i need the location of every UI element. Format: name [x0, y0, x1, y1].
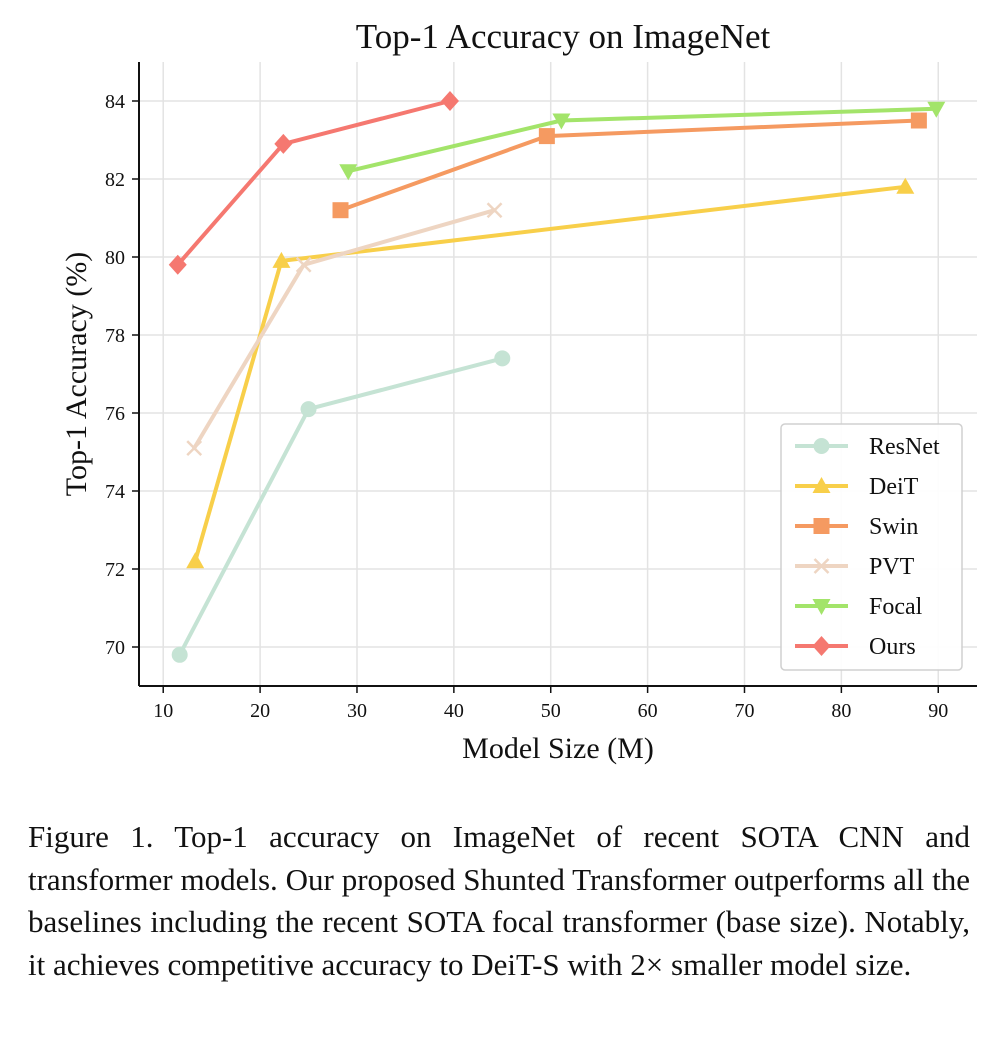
deit-point: [186, 552, 205, 569]
legend-item-ours: Ours: [795, 634, 916, 660]
x-tick-label: 60: [638, 700, 658, 722]
y-tick-label: 80: [105, 247, 125, 269]
figure-caption: Figure 1. Top-1 accuracy on ImageNet of …: [28, 819, 970, 982]
legend-item-resnet: ResNet: [795, 434, 940, 460]
deit-point: [272, 251, 291, 268]
pvt-point: [295, 256, 312, 273]
series-focal: [339, 101, 946, 181]
y-tick-label: 74: [105, 481, 125, 503]
legend-marker: [813, 518, 830, 534]
y-tick-label: 82: [105, 169, 125, 191]
focal-point: [552, 113, 571, 130]
legend-marker: [812, 599, 831, 615]
y-tick-label: 84: [105, 91, 125, 113]
data-series: [168, 91, 946, 663]
ours-line: [175, 99, 452, 267]
legend-label: ResNet: [869, 434, 940, 460]
swin-point: [538, 128, 555, 145]
focal-line: [346, 106, 939, 174]
accuracy-chart: Top-1 Accuracy on ImageNet 10 20 30 40 50 60 7…: [60, 17, 977, 765]
x-axis-label: Model Size (M): [462, 732, 654, 765]
y-tick-label: 76: [105, 403, 125, 425]
pvt-point: [486, 202, 503, 219]
x-tick-label: 80: [831, 700, 851, 722]
x-tick-label: 10: [153, 700, 173, 722]
series-pvt: [186, 202, 503, 456]
legend-item-deit: DeiT: [795, 474, 919, 500]
resnet-point: [300, 401, 317, 418]
resnet-point: [494, 350, 511, 367]
legend-label: PVT: [869, 554, 915, 580]
y-tick-label: 72: [105, 559, 125, 581]
swin-point: [332, 202, 349, 219]
legend-marker: [812, 636, 831, 656]
y-tick-label: 70: [105, 637, 125, 659]
legend-marker: [813, 438, 830, 454]
focal-point: [927, 101, 946, 118]
legend-label: Ours: [869, 634, 916, 660]
ours-point: [168, 254, 187, 275]
swin-point: [910, 112, 927, 129]
legend-label: Focal: [869, 594, 923, 620]
series-deit: [186, 177, 915, 569]
x-tick-label: 70: [734, 700, 754, 722]
focal-point: [339, 164, 358, 181]
series-resnet: [171, 350, 511, 663]
legend-label: Swin: [869, 514, 918, 540]
y-tick-label: 78: [105, 325, 125, 347]
pvt-point: [186, 440, 203, 456]
ours-point: [274, 133, 293, 154]
x-tick-label: 20: [250, 700, 270, 722]
legend-item-focal: Focal: [795, 594, 923, 620]
resnet-point: [171, 646, 188, 663]
ours-point: [440, 91, 459, 111]
x-tick-label: 90: [928, 700, 948, 722]
x-tick-label: 40: [444, 700, 464, 722]
x-tick-label: 30: [347, 700, 367, 722]
legend: ResNet DeiT Swin PVT Focal Ours: [780, 423, 963, 671]
y-axis-label: Top-1 Accuracy (%): [60, 252, 93, 496]
chart-title: Top-1 Accuracy on ImageNet: [356, 17, 771, 56]
series-swin: [332, 112, 927, 219]
grid-lines: [139, 62, 977, 686]
x-tick-label: 50: [541, 700, 561, 722]
axes: 10 20 30 40 50 60 70 80 90 70 72 74 76 78 80 82 84: [105, 62, 977, 722]
legend-marker: [813, 558, 830, 574]
legend-item-swin: Swin: [795, 514, 918, 540]
legend-item-pvt: PVT: [795, 554, 915, 580]
legend-label: DeiT: [869, 474, 919, 500]
series-ours: [168, 91, 459, 275]
legend-marker: [812, 477, 831, 493]
deit-point: [896, 177, 915, 194]
